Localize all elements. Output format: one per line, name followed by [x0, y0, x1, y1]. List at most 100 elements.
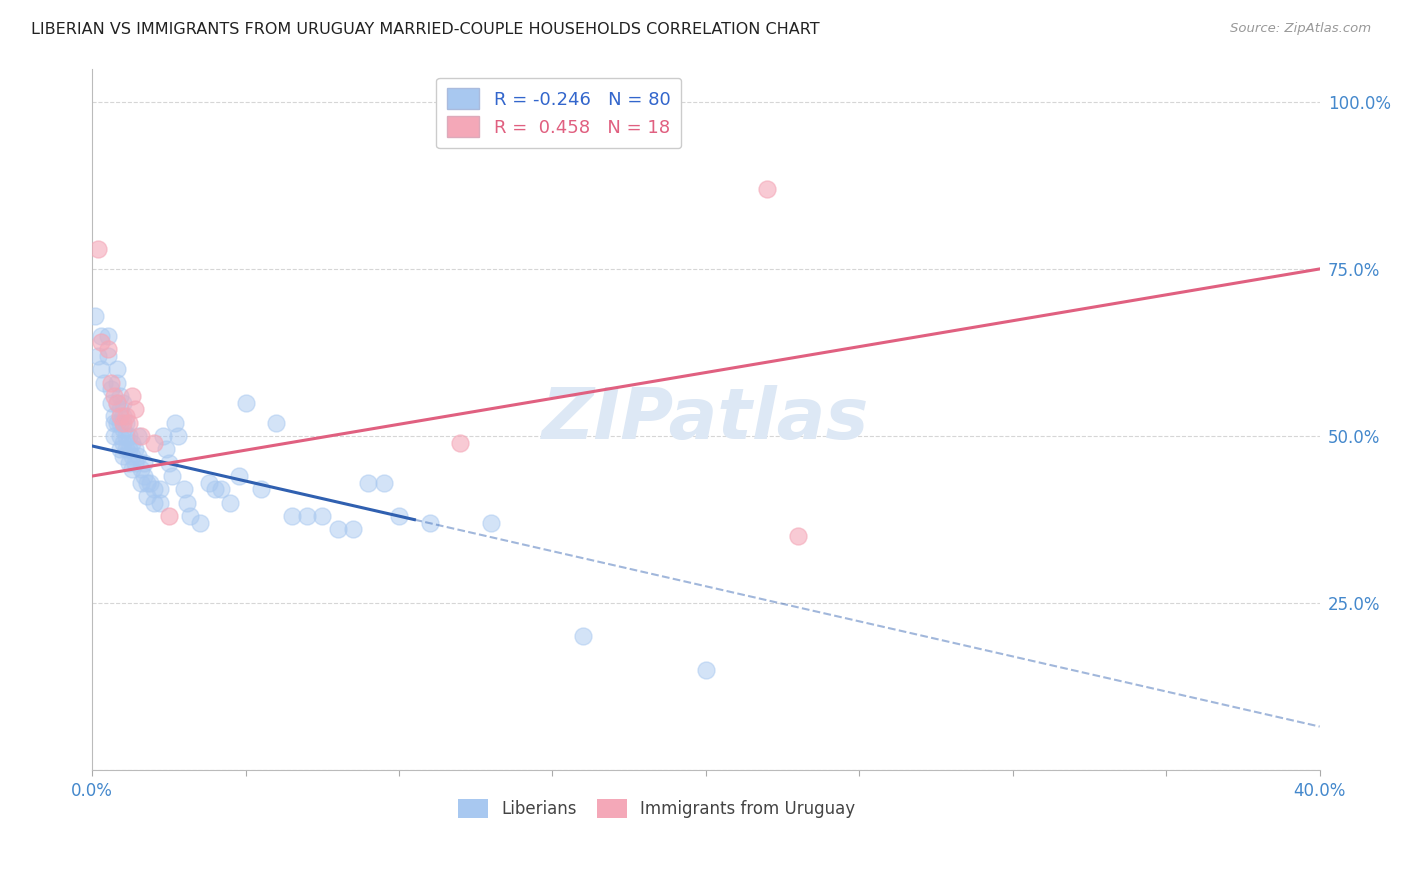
- Point: [118, 429, 141, 443]
- Point: [219, 496, 242, 510]
- Point: [105, 362, 128, 376]
- Point: [105, 395, 128, 409]
- Point: [115, 409, 138, 423]
- Point: [111, 449, 134, 463]
- Point: [111, 435, 134, 450]
- Point: [96, 349, 118, 363]
- Point: [127, 449, 149, 463]
- Point: [121, 389, 143, 403]
- Point: [136, 475, 159, 490]
- Point: [103, 429, 125, 443]
- Point: [103, 416, 125, 430]
- Point: [388, 509, 411, 524]
- Point: [142, 435, 165, 450]
- Point: [449, 435, 471, 450]
- Point: [84, 309, 107, 323]
- Point: [96, 342, 118, 356]
- Point: [93, 376, 115, 390]
- Point: [188, 516, 211, 530]
- Point: [209, 483, 232, 497]
- Text: Source: ZipAtlas.com: Source: ZipAtlas.com: [1230, 22, 1371, 36]
- Point: [204, 483, 226, 497]
- Point: [167, 429, 190, 443]
- Point: [173, 483, 195, 497]
- Point: [108, 442, 131, 457]
- Point: [756, 182, 779, 196]
- Point: [108, 409, 131, 423]
- Point: [163, 416, 186, 430]
- Point: [87, 242, 110, 256]
- Legend: Liberians, Immigrants from Uruguay: Liberians, Immigrants from Uruguay: [451, 792, 862, 825]
- Point: [139, 475, 162, 490]
- Point: [134, 469, 156, 483]
- Point: [197, 475, 219, 490]
- Point: [115, 442, 138, 457]
- Point: [160, 469, 183, 483]
- Point: [121, 462, 143, 476]
- Point: [111, 422, 134, 436]
- Point: [100, 382, 122, 396]
- Point: [479, 516, 502, 530]
- Point: [235, 395, 257, 409]
- Point: [124, 402, 146, 417]
- Point: [103, 389, 125, 403]
- Point: [787, 529, 810, 543]
- Point: [142, 483, 165, 497]
- Point: [572, 629, 595, 643]
- Point: [136, 489, 159, 503]
- Point: [326, 523, 349, 537]
- Point: [111, 416, 134, 430]
- Point: [250, 483, 273, 497]
- Point: [108, 416, 131, 430]
- Point: [129, 462, 152, 476]
- Point: [342, 523, 364, 537]
- Point: [121, 435, 143, 450]
- Point: [118, 416, 141, 430]
- Point: [105, 376, 128, 390]
- Point: [105, 395, 128, 409]
- Point: [118, 442, 141, 457]
- Point: [115, 429, 138, 443]
- Point: [419, 516, 441, 530]
- Point: [105, 416, 128, 430]
- Point: [373, 475, 395, 490]
- Point: [295, 509, 318, 524]
- Point: [142, 496, 165, 510]
- Point: [129, 429, 152, 443]
- Text: LIBERIAN VS IMMIGRANTS FROM URUGUAY MARRIED-COUPLE HOUSEHOLDS CORRELATION CHART: LIBERIAN VS IMMIGRANTS FROM URUGUAY MARR…: [31, 22, 820, 37]
- Point: [90, 362, 112, 376]
- Point: [157, 509, 180, 524]
- Point: [155, 442, 177, 457]
- Text: ZIPatlas: ZIPatlas: [543, 384, 869, 454]
- Point: [134, 456, 156, 470]
- Point: [90, 328, 112, 343]
- Point: [176, 496, 198, 510]
- Point: [149, 483, 172, 497]
- Point: [695, 663, 717, 677]
- Point: [129, 475, 152, 490]
- Point: [115, 416, 138, 430]
- Point: [127, 429, 149, 443]
- Point: [157, 456, 180, 470]
- Point: [179, 509, 201, 524]
- Point: [103, 409, 125, 423]
- Point: [87, 349, 110, 363]
- Point: [280, 509, 302, 524]
- Point: [90, 335, 112, 350]
- Point: [228, 469, 250, 483]
- Point: [108, 402, 131, 417]
- Point: [121, 449, 143, 463]
- Point: [266, 416, 288, 430]
- Point: [311, 509, 333, 524]
- Point: [100, 395, 122, 409]
- Point: [100, 376, 122, 390]
- Point: [124, 456, 146, 470]
- Point: [152, 429, 174, 443]
- Point: [96, 328, 118, 343]
- Point: [118, 456, 141, 470]
- Point: [108, 429, 131, 443]
- Point: [357, 475, 380, 490]
- Point: [124, 442, 146, 457]
- Point: [111, 395, 134, 409]
- Point: [149, 496, 172, 510]
